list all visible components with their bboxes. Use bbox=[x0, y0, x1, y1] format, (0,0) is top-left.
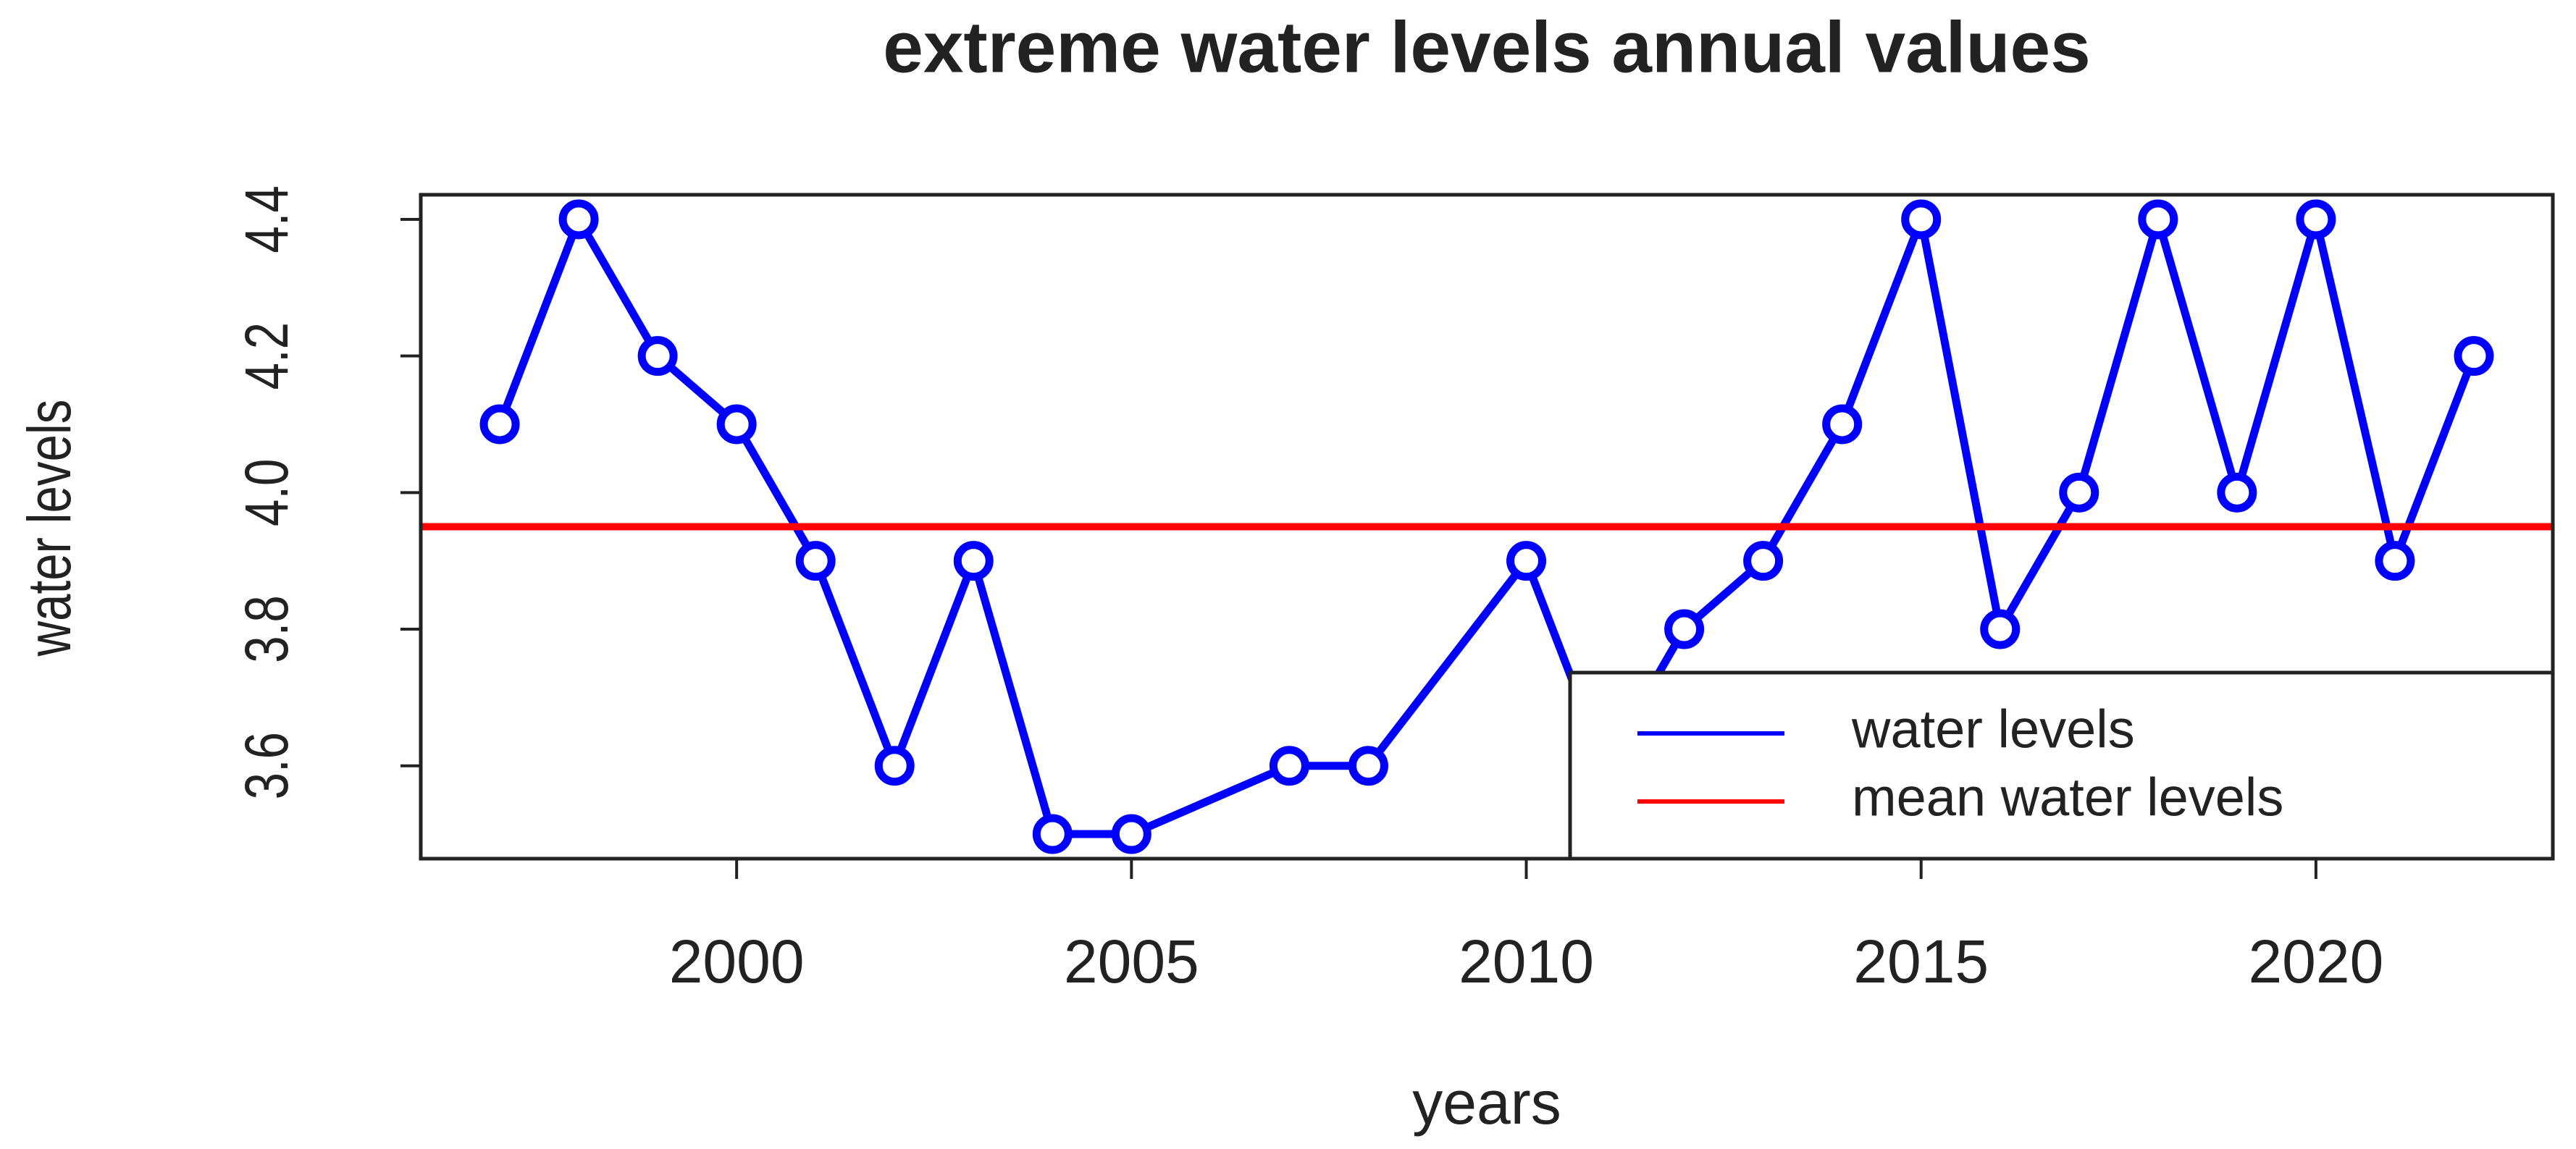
data-point bbox=[2217, 472, 2257, 513]
data-point bbox=[716, 404, 757, 445]
x-tick-label: 2020 bbox=[2248, 927, 2383, 996]
data-point bbox=[1111, 814, 1151, 854]
plot-frame bbox=[419, 193, 2555, 861]
data-point bbox=[1822, 404, 1863, 445]
legend-box bbox=[1568, 670, 2555, 861]
data-point bbox=[953, 541, 994, 581]
data-point bbox=[1980, 609, 2021, 649]
chart-title: extreme water levels annual values bbox=[883, 7, 2091, 88]
y-tick-label: 4.0 bbox=[233, 459, 301, 526]
data-point bbox=[1032, 814, 1073, 854]
data-point bbox=[1506, 541, 1547, 581]
y-axis-label: water levels bbox=[16, 400, 84, 657]
legend-label: water levels bbox=[1851, 699, 2135, 759]
data-point bbox=[874, 746, 915, 786]
x-tick-label: 2015 bbox=[1853, 927, 1989, 996]
x-tick-label: 2010 bbox=[1459, 927, 1594, 996]
data-point bbox=[2059, 472, 2099, 513]
x-tick-label: 2000 bbox=[669, 927, 805, 996]
data-point bbox=[479, 404, 520, 445]
data-point bbox=[1348, 746, 1388, 786]
legend-label: mean water levels bbox=[1852, 767, 2283, 828]
data-point bbox=[1269, 746, 1309, 786]
data-point bbox=[2138, 199, 2178, 240]
data-point bbox=[637, 336, 678, 376]
y-tick-label: 3.6 bbox=[233, 732, 301, 799]
data-point bbox=[1664, 609, 1705, 649]
data-point bbox=[795, 541, 836, 581]
data-line bbox=[495, 215, 2478, 838]
y-tick-label: 4.4 bbox=[233, 185, 301, 253]
data-point bbox=[2454, 336, 2494, 376]
x-tick-label: 2005 bbox=[1064, 927, 1199, 996]
y-tick-label: 4.2 bbox=[233, 322, 301, 390]
y-tick-label: 3.8 bbox=[233, 595, 301, 662]
data-point bbox=[2375, 541, 2415, 581]
data-point bbox=[1743, 541, 1784, 581]
data-point bbox=[2296, 199, 2336, 240]
x-axis-label: years bbox=[1412, 1069, 1561, 1137]
data-point bbox=[1901, 199, 1942, 240]
data-point bbox=[558, 199, 599, 240]
